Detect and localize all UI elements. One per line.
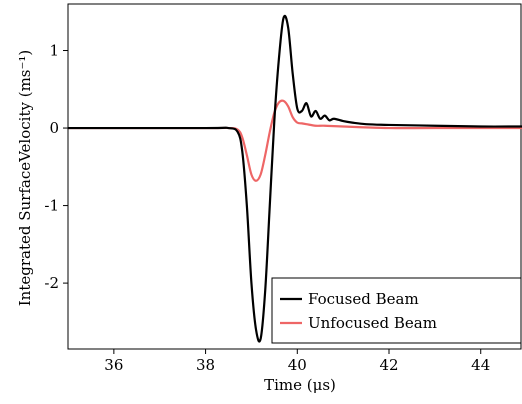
- y-axis-label: Integrated SurfaceVelocity (ms⁻¹): [16, 50, 34, 307]
- series-line-1: [68, 99, 522, 182]
- legend-label: Unfocused Beam: [308, 314, 437, 332]
- legend-label: Focused Beam: [308, 290, 419, 308]
- x-tick-label: 38: [196, 356, 215, 374]
- series-line-0: [68, 14, 522, 343]
- x-axis-label: Time (μs): [264, 376, 336, 394]
- x-tick-label: 40: [288, 356, 307, 374]
- y-tick-label: 1: [49, 42, 59, 60]
- legend: Focused Beam Unfocused Beam: [271, 277, 522, 344]
- legend-box: [271, 277, 522, 344]
- y-tick-label: -2: [44, 274, 59, 292]
- x-tick-label: 42: [379, 356, 398, 374]
- y-tick-label: 0: [49, 119, 59, 137]
- axes: 36 38 40 42 44 -2 -1 0 1: [44, 3, 522, 374]
- series-layer: [68, 14, 522, 343]
- y-tick-label: -1: [44, 197, 59, 215]
- plot-frame: [67, 3, 522, 350]
- x-tick-label: 44: [471, 356, 490, 374]
- x-tick-label: 36: [104, 356, 123, 374]
